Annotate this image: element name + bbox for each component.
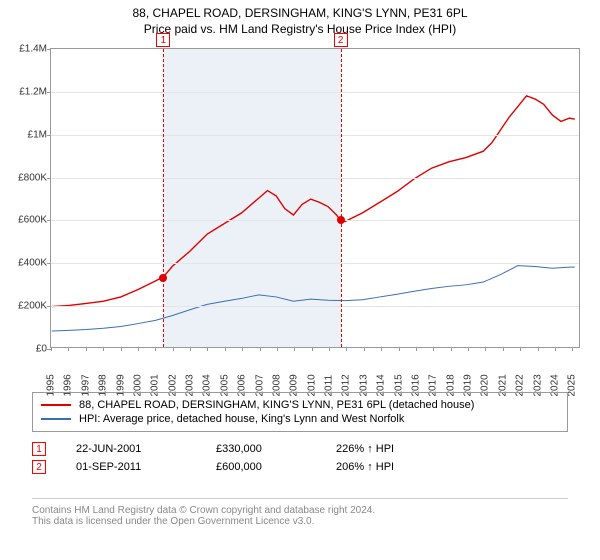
y-axis-label: £1M — [3, 129, 47, 140]
x-tick — [468, 347, 469, 351]
x-tick — [346, 347, 347, 351]
x-tick — [277, 347, 278, 351]
x-tick — [103, 347, 104, 351]
sale-index-1: 226% ↑ HPI — [336, 443, 394, 455]
legend-row-property: 88, CHAPEL ROAD, DERSINGHAM, KING'S LYNN… — [41, 399, 559, 411]
sales-table: 1 22-JUN-2001 £330,000 226% ↑ HPI 2 01-S… — [32, 438, 568, 478]
x-tick — [364, 347, 365, 351]
x-tick — [138, 347, 139, 351]
sale-dot-2 — [337, 216, 345, 224]
legend-label-hpi: HPI: Average price, detached house, King… — [79, 413, 404, 425]
y-tick — [47, 92, 51, 93]
x-tick — [451, 347, 452, 351]
x-tick — [86, 347, 87, 351]
x-tick — [399, 347, 400, 351]
y-axis-label: £200K — [3, 301, 47, 312]
sale-row-1: 1 22-JUN-2001 £330,000 226% ↑ HPI — [32, 442, 568, 456]
x-tick — [485, 347, 486, 351]
y-tick — [47, 178, 51, 179]
gridline-h — [51, 92, 579, 93]
chart-container: £0£200K£400K£600K£800K£1M£1.2M£1.4M19951… — [0, 38, 600, 388]
x-tick — [555, 347, 556, 351]
title-address: 88, CHAPEL ROAD, DERSINGHAM, KING'S LYNN… — [0, 6, 600, 20]
x-tick — [572, 347, 573, 351]
y-tick — [47, 263, 51, 264]
x-tick — [68, 347, 69, 351]
legend-label-property: 88, CHAPEL ROAD, DERSINGHAM, KING'S LYNN… — [79, 399, 474, 411]
y-axis-label: £1.4M — [3, 44, 47, 55]
gridline-h — [51, 220, 579, 221]
y-tick — [47, 135, 51, 136]
y-axis-label: £400K — [3, 258, 47, 269]
gridline-h — [51, 135, 579, 136]
legend: 88, CHAPEL ROAD, DERSINGHAM, KING'S LYNN… — [32, 392, 568, 432]
x-tick — [173, 347, 174, 351]
x-tick — [121, 347, 122, 351]
sale-index-2: 206% ↑ HPI — [336, 461, 394, 473]
series-line-property — [52, 96, 575, 307]
x-axis-label: 2025 — [567, 367, 578, 397]
sale-row-2: 2 01-SEP-2011 £600,000 206% ↑ HPI — [32, 460, 568, 474]
series-line-hpi — [52, 266, 575, 331]
x-tick — [503, 347, 504, 351]
x-tick — [207, 347, 208, 351]
x-tick — [520, 347, 521, 351]
gridline-h — [51, 306, 579, 307]
x-tick — [294, 347, 295, 351]
legend-swatch-property — [41, 404, 71, 406]
x-tick — [329, 347, 330, 351]
sale-marker-line-2 — [341, 49, 342, 347]
legend-swatch-hpi — [41, 418, 71, 420]
gridline-h — [51, 263, 579, 264]
x-tick — [312, 347, 313, 351]
x-tick — [190, 347, 191, 351]
y-tick — [47, 220, 51, 221]
sale-price-2: £600,000 — [216, 461, 336, 473]
y-axis-label: £600K — [3, 215, 47, 226]
sale-marker-line-1 — [163, 49, 164, 347]
x-tick — [416, 347, 417, 351]
sale-price-1: £330,000 — [216, 443, 336, 455]
plot-area: £0£200K£400K£600K£800K£1M£1.2M£1.4M19951… — [50, 48, 580, 348]
x-tick — [433, 347, 434, 351]
title-subtitle: Price paid vs. HM Land Registry's House … — [0, 22, 600, 36]
sale-dot-1 — [159, 274, 167, 282]
x-tick — [260, 347, 261, 351]
sale-marker-box-2: 2 — [334, 33, 348, 47]
sale-marker-2: 2 — [32, 460, 46, 474]
chart-lines — [51, 49, 579, 347]
sale-marker-box-1: 1 — [156, 33, 170, 47]
y-tick — [47, 49, 51, 50]
sale-marker-1: 1 — [32, 442, 46, 456]
x-tick — [242, 347, 243, 351]
legend-row-hpi: HPI: Average price, detached house, King… — [41, 413, 559, 425]
footer-line2: This data is licensed under the Open Gov… — [32, 516, 568, 527]
sale-date-2: 01-SEP-2011 — [76, 461, 216, 473]
footer-line1: Contains HM Land Registry data © Crown c… — [32, 505, 568, 516]
y-axis-label: £800K — [3, 172, 47, 183]
sale-date-1: 22-JUN-2001 — [76, 443, 216, 455]
x-tick — [538, 347, 539, 351]
x-tick — [225, 347, 226, 351]
gridline-h — [51, 178, 579, 179]
y-tick — [47, 306, 51, 307]
x-tick — [381, 347, 382, 351]
x-tick — [51, 347, 52, 351]
y-axis-label: £1.2M — [3, 86, 47, 97]
footer-attribution: Contains HM Land Registry data © Crown c… — [32, 498, 568, 527]
chart-title: 88, CHAPEL ROAD, DERSINGHAM, KING'S LYNN… — [0, 0, 600, 38]
y-axis-label: £0 — [3, 344, 47, 355]
x-tick — [155, 347, 156, 351]
